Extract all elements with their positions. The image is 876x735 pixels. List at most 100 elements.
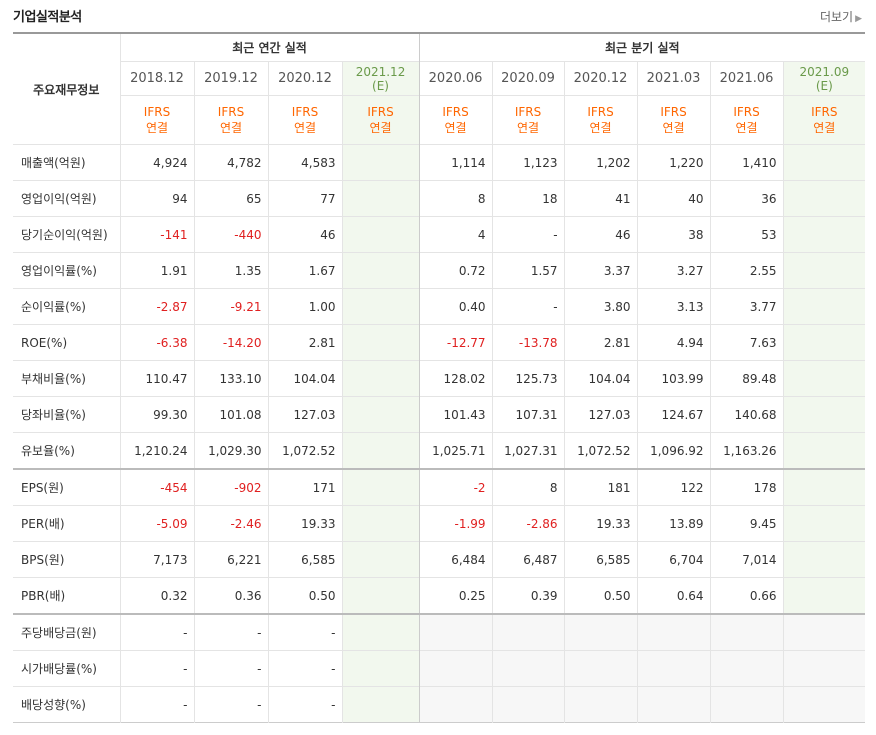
table-cell: 127.03 — [267, 396, 342, 433]
table-cell: -1.99 — [418, 505, 493, 542]
more-label[interactable]: 더보기 — [819, 10, 854, 24]
table-cell: 46 — [563, 216, 638, 253]
consolidated-label: 연결 — [735, 121, 758, 135]
table-cell: 1,220 — [636, 144, 711, 181]
consolidated-label: 연결 — [293, 121, 317, 135]
table-row: BPS(원) 7,173 6,221 6,585 6,484 6,487 6,585 6,70… — [13, 541, 866, 578]
ifrs-header: IFRS 연결 — [119, 95, 194, 145]
period-header: 2018.12 — [119, 61, 194, 96]
table-cell: -454 — [119, 468, 194, 506]
row-label: PER(배) — [13, 505, 120, 542]
table-cell: - — [119, 613, 194, 651]
more-link[interactable]: 더보기 ▶ — [820, 8, 862, 25]
table-cell — [341, 432, 420, 469]
table-cell — [782, 686, 866, 723]
table-cell: 1,072.52 — [267, 432, 342, 469]
period-label: 2020.09 — [501, 71, 555, 86]
consolidated-label: 연결 — [517, 121, 540, 135]
row-label: 시가배당률(%) — [13, 650, 120, 687]
table-cell: 4,924 — [119, 144, 194, 181]
table-cell: 1,096.92 — [636, 432, 711, 469]
table-cell — [709, 613, 784, 651]
table-cell: 4,782 — [193, 144, 268, 181]
group-annual: 최근 연간 실적 — [119, 32, 420, 62]
table-row: 유보율(%) 1,210.24 1,029.30 1,072.52 1,025.71 1,… — [13, 432, 866, 469]
table-cell — [491, 613, 565, 651]
table-row: 매출액(억원) 4,924 4,782 4,583 1,114 1,123 1,202 1,2… — [13, 144, 866, 181]
table-cell: 2.81 — [563, 324, 638, 361]
ifrs-label: IFRS — [811, 105, 838, 119]
table-cell — [341, 396, 420, 433]
table-cell: 1,025.71 — [418, 432, 493, 469]
table-row: 시가배당률(%) - - - — [13, 650, 866, 687]
table-cell: 128.02 — [418, 360, 493, 397]
table-cell — [341, 541, 420, 578]
table-cell: 6,585 — [563, 541, 638, 578]
table-cell: - — [267, 613, 342, 651]
table-cell: -14.20 — [193, 324, 268, 361]
table-cell: 140.68 — [709, 396, 784, 433]
table-cell: 122 — [636, 468, 711, 506]
table-cell — [341, 288, 420, 325]
table-cell: 89.48 — [709, 360, 784, 397]
table-cell: 0.66 — [709, 577, 784, 614]
period-label: 2021.12 — [355, 64, 406, 79]
table-cell: 8 — [418, 180, 493, 217]
group-quarter: 최근 분기 실적 — [418, 32, 866, 62]
table-cell: 40 — [636, 180, 711, 217]
row-label: 매출액(억원) — [13, 144, 120, 181]
table-cell: 1.67 — [267, 252, 342, 289]
consolidated-label: 연결 — [662, 121, 685, 135]
ifrs-label: IFRS — [733, 105, 760, 119]
table-cell: 1,202 — [563, 144, 638, 181]
table-row: 주당배당금(원) - - - — [13, 613, 866, 651]
table-cell: 0.72 — [418, 252, 493, 289]
table-cell: - — [193, 650, 268, 687]
table-cell — [341, 180, 420, 217]
table-cell — [636, 650, 711, 687]
table-cell: 77 — [267, 180, 342, 217]
table-cell: 125.73 — [491, 360, 565, 397]
table-cell: 9.45 — [709, 505, 784, 542]
table-cell: 3.37 — [563, 252, 638, 289]
period-label: 2020.06 — [428, 71, 483, 86]
row-label: EPS(원) — [13, 468, 120, 506]
table-cell: 0.50 — [563, 577, 638, 614]
table-cell — [782, 288, 866, 325]
table-cell — [563, 686, 638, 723]
table-cell: - — [119, 650, 194, 687]
period-label: 2019.12 — [204, 71, 258, 86]
table-cell: 127.03 — [563, 396, 638, 433]
table-row: PER(배) -5.09 -2.46 19.33 -1.99 -2.86 19.33 13.8… — [13, 505, 866, 542]
table-cell — [782, 216, 866, 253]
table-cell: 178 — [709, 468, 784, 506]
table-row: 당좌비율(%) 99.30 101.08 127.03 101.43 107.31 127.… — [13, 396, 866, 433]
ifrs-label: IFRS — [217, 105, 245, 119]
table-cell: 1.57 — [491, 252, 565, 289]
table-cell: 65 — [193, 180, 268, 217]
table-cell — [709, 650, 784, 687]
table-cell: 8 — [491, 468, 565, 506]
table-cell: -9.21 — [193, 288, 268, 325]
period-header: 2021.06 — [709, 61, 784, 96]
table-cell: 171 — [267, 468, 342, 506]
table-cell: 107.31 — [491, 396, 565, 433]
table-row: 배당성향(%) - - - — [13, 686, 866, 723]
table-cell: 0.40 — [418, 288, 493, 325]
table-cell: 103.99 — [636, 360, 711, 397]
table-cell: 38 — [636, 216, 711, 253]
table-cell — [782, 396, 866, 433]
table-cell: 124.67 — [636, 396, 711, 433]
consolidated-label: 연결 — [444, 121, 467, 135]
table-cell: 4.94 — [636, 324, 711, 361]
table-cell: 101.08 — [193, 396, 268, 433]
period-header: 2019.12 — [193, 61, 268, 96]
ifrs-header: IFRS 연결 — [563, 95, 638, 145]
table-cell: -440 — [193, 216, 268, 253]
ifrs-label: IFRS — [660, 105, 687, 119]
table-cell: - — [267, 686, 342, 723]
table-row: EPS(원) -454 -902 171 -2 8 181 122 178 — [13, 468, 866, 506]
period-header: 2020.09 — [491, 61, 565, 96]
ifrs-header: IFRS 연결 — [418, 95, 493, 145]
row-label: ROE(%) — [13, 324, 120, 361]
